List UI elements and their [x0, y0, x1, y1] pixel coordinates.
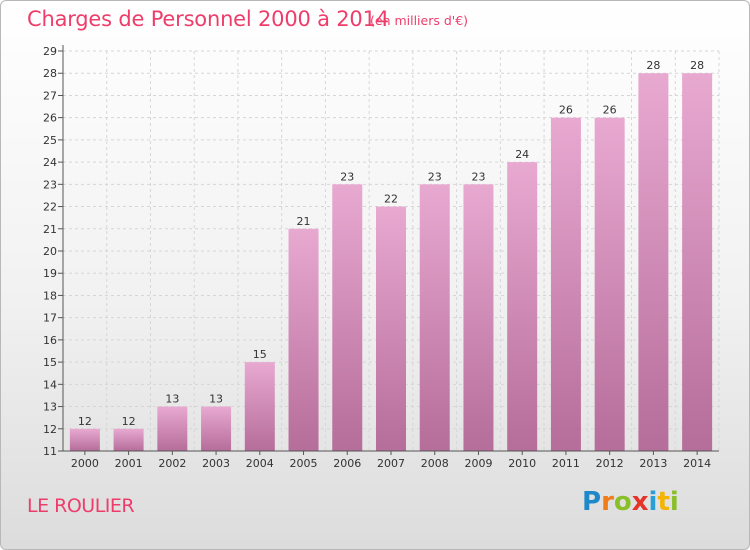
bar-2009 — [463, 184, 494, 452]
bar-2001 — [113, 428, 144, 451]
data-label-2012: 26 — [603, 104, 617, 117]
data-label-2005: 21 — [297, 215, 311, 228]
data-label-2008: 23 — [428, 170, 442, 183]
x-tick-label-2005: 2005 — [290, 457, 318, 470]
bar-2008 — [419, 184, 450, 452]
logo-letter: i — [669, 487, 679, 517]
bar-2012 — [594, 117, 625, 452]
logo-letter: P — [582, 487, 602, 517]
x-tick-label-2009: 2009 — [464, 457, 492, 470]
logo-letter: o — [613, 487, 632, 517]
bar-2000 — [69, 428, 100, 451]
x-tick-label-2008: 2008 — [421, 457, 449, 470]
chart-title: Charges de Personnel 2000 à 2014 — [27, 7, 389, 31]
y-tick-label: 27 — [43, 89, 57, 102]
bar-2013 — [638, 73, 669, 451]
y-tick-label: 21 — [43, 223, 57, 236]
y-tick-label: 17 — [43, 312, 57, 325]
bar-2007 — [376, 206, 406, 451]
bars — [69, 73, 713, 452]
x-tick-label-2000: 2000 — [71, 457, 99, 470]
x-tick-label-2007: 2007 — [377, 457, 405, 470]
y-tick-label: 15 — [43, 356, 57, 369]
logo-letter: t — [657, 487, 670, 517]
y-tick-label: 11 — [43, 445, 57, 458]
bar-2010 — [507, 162, 538, 451]
axes: 11 12 13 14 15 16 17 18 19 20 21 22 23 24 25 26 27 28 29 20… — [43, 45, 719, 470]
x-tick-label-2010: 2010 — [508, 457, 536, 470]
proxiti-logo: Proxiti — [582, 487, 679, 517]
data-label-2006: 23 — [340, 170, 354, 183]
data-label-2009: 23 — [471, 170, 485, 183]
y-tick-label: 24 — [43, 156, 57, 169]
x-tick-label-2012: 2012 — [596, 457, 624, 470]
y-tick-label: 29 — [43, 45, 57, 58]
y-tick-label: 14 — [43, 378, 57, 391]
data-label-2003: 13 — [209, 393, 223, 406]
data-label-2001: 12 — [122, 415, 136, 428]
x-tick-label-2003: 2003 — [202, 457, 230, 470]
logo-letter: x — [631, 487, 649, 517]
x-tick-label-2006: 2006 — [333, 457, 361, 470]
y-tick-label: 26 — [43, 112, 57, 125]
logo-letter: r — [601, 487, 614, 517]
data-label-2011: 26 — [559, 104, 573, 117]
x-tick-label-2004: 2004 — [246, 457, 274, 470]
y-tick-label: 16 — [43, 334, 57, 347]
bar-2002 — [157, 406, 188, 451]
data-label-2000: 12 — [78, 415, 92, 428]
logo-letter: i — [648, 487, 658, 517]
chart-unit: (en milliers d'€) — [370, 13, 469, 28]
data-label-2013: 28 — [646, 59, 660, 72]
x-tick-label-2001: 2001 — [115, 457, 143, 470]
data-label-2014: 28 — [690, 59, 704, 72]
y-tick-label: 25 — [43, 134, 57, 147]
y-tick-label: 23 — [43, 178, 57, 191]
data-label-2007: 22 — [384, 193, 398, 206]
y-tick-label: 12 — [43, 423, 57, 436]
data-label-2004: 15 — [253, 348, 267, 361]
x-tick-label-2013: 2013 — [639, 457, 667, 470]
x-tick-label-2011: 2011 — [552, 457, 580, 470]
y-tick-label: 20 — [43, 245, 57, 258]
bar-2006 — [332, 184, 363, 452]
y-tick-label: 19 — [43, 267, 57, 280]
bar-2014 — [682, 73, 713, 451]
data-label-2010: 24 — [515, 148, 529, 161]
data-label-2002: 13 — [165, 393, 179, 406]
data-labels: 12 12 13 13 15 21 23 22 23 23 24 26 26 28 28 — [78, 59, 704, 428]
y-tick-label: 13 — [43, 401, 57, 414]
bar-2011 — [550, 117, 581, 452]
x-tick-label-2002: 2002 — [158, 457, 186, 470]
y-tick-label: 22 — [43, 201, 57, 214]
y-tick-label: 18 — [43, 289, 57, 302]
bar-2004 — [244, 362, 275, 451]
place-name: LE ROULIER — [27, 495, 135, 517]
y-tick-label: 28 — [43, 67, 57, 80]
bar-2003 — [201, 406, 232, 451]
x-tick-label-2014: 2014 — [683, 457, 711, 470]
bar-2005 — [288, 228, 319, 451]
